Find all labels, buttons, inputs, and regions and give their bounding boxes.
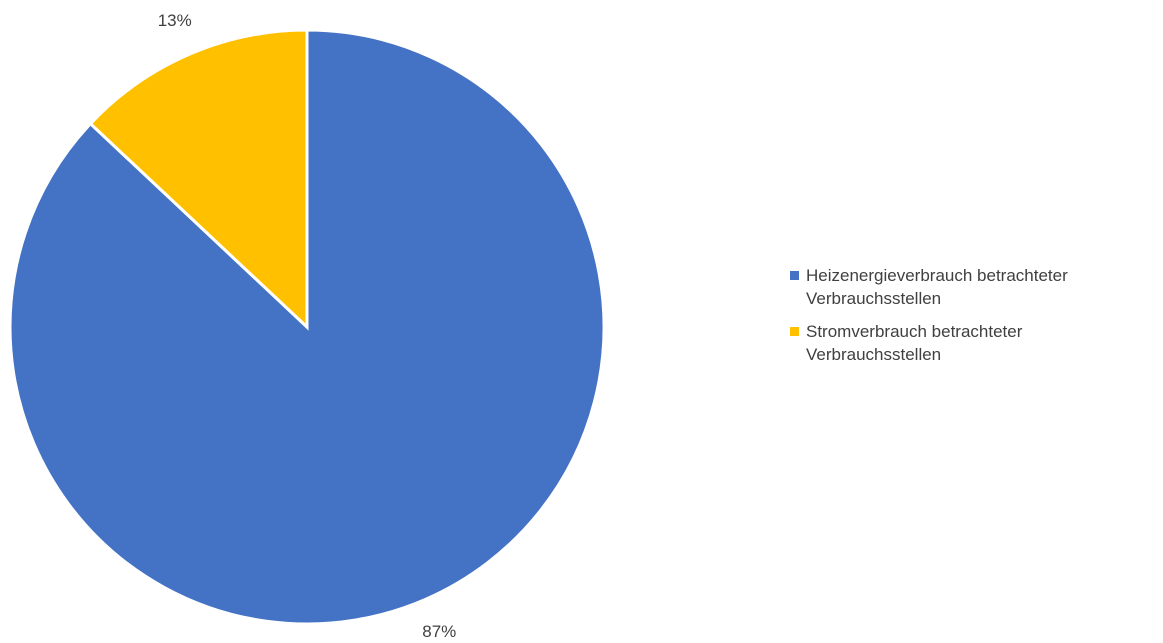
legend-swatch xyxy=(790,271,799,280)
legend: Heizenergieverbrauch betrachteter Verbra… xyxy=(790,264,1120,376)
legend-label: Heizenergieverbrauch betrachteter Verbra… xyxy=(806,266,1068,308)
pie-slice xyxy=(88,28,309,331)
legend-item: Heizenergieverbrauch betrachteter Verbra… xyxy=(790,264,1120,310)
data-label: 13% xyxy=(158,11,192,30)
data-label: 87% xyxy=(422,622,456,641)
legend-item: Stromverbrauch betrachteter Verbrauchsst… xyxy=(790,320,1120,366)
legend-label: Stromverbrauch betrachteter Verbrauchsst… xyxy=(806,322,1023,364)
legend-swatch xyxy=(790,327,799,336)
